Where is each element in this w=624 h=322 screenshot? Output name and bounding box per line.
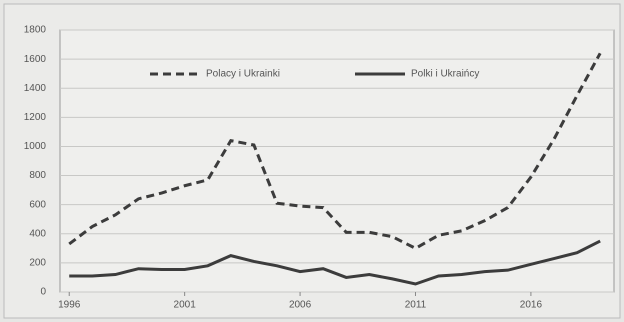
legend-label: Polki i Ukraińcy — [411, 69, 479, 80]
y-tick-label: 200 — [29, 258, 46, 269]
x-tick-label: 1996 — [58, 300, 81, 311]
x-tick-label: 2011 — [405, 300, 427, 311]
data-line — [69, 239, 601, 286]
y-tick-label: 800 — [29, 170, 46, 181]
x-tick-label: 2016 — [520, 300, 543, 311]
x-tick-label: 2006 — [289, 300, 312, 311]
plot-area — [59, 29, 615, 293]
y-tick-label: 0 — [40, 287, 46, 298]
y-tick-label: 1800 — [24, 25, 47, 36]
y-tick-label: 400 — [29, 228, 46, 239]
y-tick-label: 1600 — [24, 54, 47, 65]
y-tick-label: 1400 — [24, 83, 47, 94]
x-tick-label: 2001 — [174, 300, 197, 311]
y-tick-label: 1200 — [24, 112, 47, 123]
y-tick-label: 1000 — [24, 141, 47, 152]
y-tick-label: 600 — [29, 199, 46, 210]
data-line — [68, 52, 602, 251]
legend-label: Polacy i Ukrainki — [206, 69, 280, 80]
